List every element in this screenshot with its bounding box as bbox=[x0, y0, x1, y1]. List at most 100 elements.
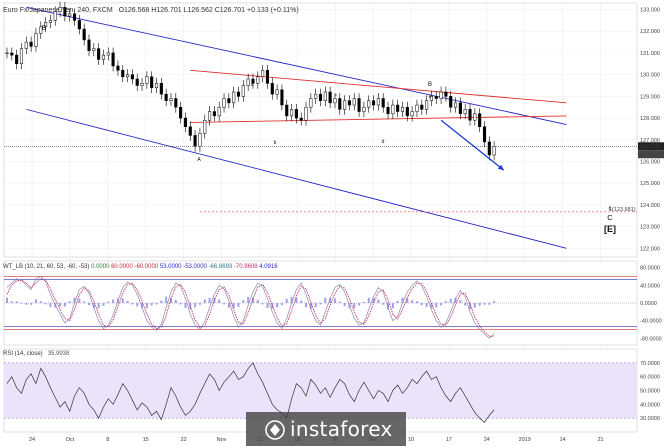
watermark-text: instaforex bbox=[290, 417, 393, 441]
wt-hist-bar-86 bbox=[420, 303, 423, 306]
triangle-lower-line bbox=[190, 115, 567, 123]
candle-body-45 bbox=[222, 98, 226, 108]
candle-body-78 bbox=[381, 98, 385, 108]
wt-hist-bar-90 bbox=[440, 303, 443, 306]
candle-body-59 bbox=[290, 109, 294, 117]
candle-body-42 bbox=[208, 111, 212, 121]
candle-body-57 bbox=[280, 89, 284, 106]
price-tick-label-6: 128.000 bbox=[640, 116, 660, 122]
price-panel[interactable]: 122.000 123.000 124.000 125.000 126.000 127.0… bbox=[3, 1, 664, 444]
wt-hist-bar-67 bbox=[329, 297, 332, 303]
wt-hist-bar-85 bbox=[415, 301, 418, 303]
wt-hist-bar-31 bbox=[155, 303, 158, 305]
candle-body-77 bbox=[376, 98, 380, 106]
time-tick-label-5: Nov bbox=[217, 437, 227, 443]
time-tick-label-13: 2019 bbox=[519, 437, 531, 443]
chart-symbol: Euro Fx/Japanese Yen, 240, FXCM bbox=[3, 7, 113, 14]
candle-body-35 bbox=[174, 98, 178, 108]
candle-body-73 bbox=[357, 98, 361, 112]
wt-hist-bar-92 bbox=[449, 298, 452, 303]
candle-body-66 bbox=[323, 91, 327, 101]
wt-hist-bar-53 bbox=[261, 303, 264, 305]
wt-hist-bar-45 bbox=[223, 303, 226, 305]
candle-body-83 bbox=[405, 106, 409, 117]
wt-title: WT_LB (10, 21, 60, 53, -60, -53) bbox=[3, 264, 90, 270]
wt-hist-bar-62 bbox=[305, 303, 308, 308]
countdown-tag-label: 03:39:16 bbox=[640, 152, 661, 158]
instaforex-logo-icon bbox=[265, 420, 285, 440]
wt-hist-bar-79 bbox=[387, 303, 390, 310]
candle-body-82 bbox=[400, 106, 405, 112]
wt-hist-bar-65 bbox=[319, 303, 322, 305]
candle-body-58 bbox=[285, 104, 289, 117]
price-plot-area bbox=[3, 2, 638, 258]
candle-body-56 bbox=[275, 89, 279, 95]
candle-body-23 bbox=[116, 65, 120, 71]
candle-body-47 bbox=[232, 91, 236, 104]
wt-hist-bar-56 bbox=[276, 303, 279, 308]
candle-body-13 bbox=[68, 13, 72, 17]
candle-body-26 bbox=[130, 74, 134, 80]
wt-hist-bar-1 bbox=[10, 301, 13, 303]
candle-body-24 bbox=[121, 70, 125, 78]
candle-body-6 bbox=[34, 33, 38, 47]
rsi-line bbox=[6, 362, 495, 423]
wt-hist-bar-75 bbox=[367, 297, 370, 303]
wt-hist-bar-30 bbox=[150, 303, 153, 306]
candle-body-96 bbox=[468, 109, 472, 121]
wt-tick-label-1: 40.0000 bbox=[640, 283, 660, 289]
candle-body-60 bbox=[294, 109, 298, 119]
wt-hist-bar-19 bbox=[97, 303, 100, 309]
time-tick-label-4: 22 bbox=[181, 437, 187, 443]
wt-hist-bar-91 bbox=[444, 301, 447, 303]
wt-hist-bar-47 bbox=[232, 303, 235, 309]
time-tick-label-14: 14 bbox=[560, 437, 566, 443]
wt-hist-bar-2 bbox=[15, 301, 18, 303]
candle-body-92 bbox=[449, 96, 453, 108]
candle-body-62 bbox=[304, 106, 308, 121]
wt-value-5: -66.8693 bbox=[208, 264, 233, 270]
wt-hist-bar-94 bbox=[459, 300, 462, 303]
rsi-tick-label-3: 40.0000 bbox=[640, 402, 660, 408]
wave-label-7: d bbox=[382, 139, 385, 145]
price-tick-label-5: 127.000 bbox=[640, 138, 660, 144]
wt-hist-bar-78 bbox=[382, 303, 385, 305]
candle-body-74 bbox=[362, 106, 366, 112]
rsi-band bbox=[4, 362, 637, 419]
wt-hist-bar-44 bbox=[218, 299, 221, 303]
wt-hist-bar-52 bbox=[256, 299, 259, 303]
candle-body-3 bbox=[19, 48, 24, 65]
wt-hist-bar-5 bbox=[30, 303, 33, 305]
wave-label-9: C bbox=[607, 213, 613, 222]
candle-body-29 bbox=[145, 76, 149, 84]
candle-body-88 bbox=[429, 96, 433, 101]
candle-body-100 bbox=[487, 141, 491, 156]
candle-body-67 bbox=[328, 91, 332, 104]
time-tick-label-2: 8 bbox=[106, 437, 109, 443]
wt-hist-bar-77 bbox=[377, 299, 380, 303]
wt-hist-bar-37 bbox=[184, 303, 187, 308]
wt-hist-bar-87 bbox=[425, 303, 428, 307]
forecast-arrow-line bbox=[440, 119, 505, 171]
wt-hist-bar-25 bbox=[126, 300, 129, 303]
wt-hist-bar-61 bbox=[300, 300, 303, 303]
wt-hist-bar-32 bbox=[160, 300, 163, 303]
lower-channel-line bbox=[26, 108, 567, 249]
wt-hist-bar-70 bbox=[343, 303, 346, 307]
wt-hist-bar-3 bbox=[20, 303, 23, 304]
wave-label-8: c bbox=[609, 206, 612, 212]
candle-body-101 bbox=[492, 146, 496, 156]
candle-body-90 bbox=[439, 91, 443, 99]
candle-body-64 bbox=[314, 93, 318, 99]
candle-body-34 bbox=[169, 98, 173, 101]
wt-hist-bar-50 bbox=[247, 296, 250, 303]
rsi-title: RSI (14, close) bbox=[3, 351, 43, 357]
candle-body-76 bbox=[372, 100, 376, 106]
candle-body-1 bbox=[10, 52, 14, 56]
wt-panel[interactable]: 80.0000 40.0000 0.0000 -40.0000 -80.0000 bbox=[3, 260, 662, 346]
candle-body-4 bbox=[24, 41, 28, 49]
wt-hist-bar-54 bbox=[266, 303, 269, 308]
wt-hist-bar-101 bbox=[493, 301, 496, 303]
candle-body-33 bbox=[164, 93, 168, 101]
